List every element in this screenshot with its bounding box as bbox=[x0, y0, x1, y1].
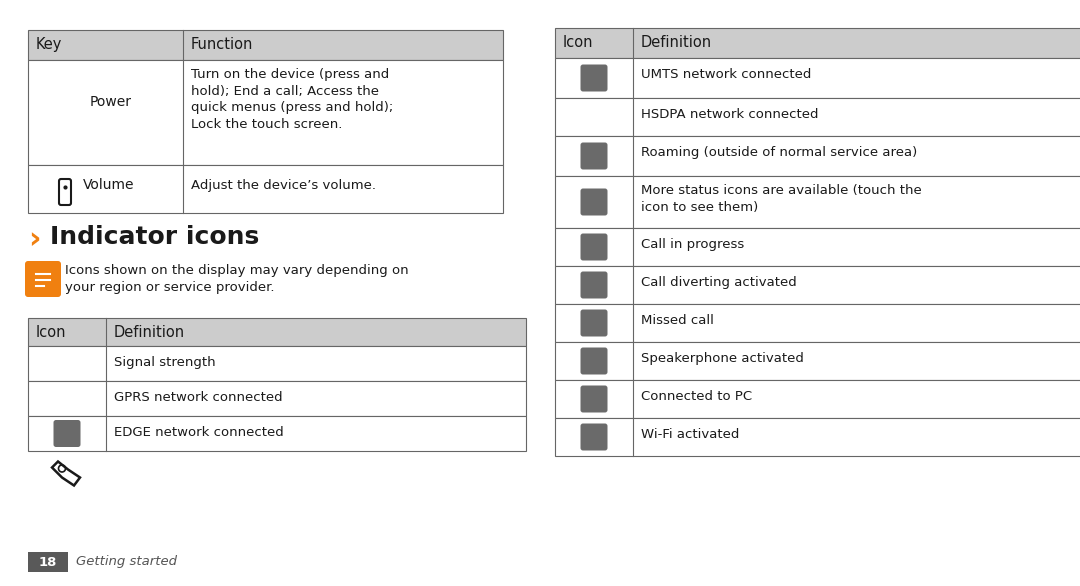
Text: Adjust the device’s volume.: Adjust the device’s volume. bbox=[191, 179, 376, 192]
Text: EDGE network connected: EDGE network connected bbox=[114, 426, 284, 439]
Text: Signal strength: Signal strength bbox=[114, 356, 216, 369]
Bar bbox=[28, 381, 526, 416]
Text: Roaming (outside of normal service area): Roaming (outside of normal service area) bbox=[642, 146, 917, 159]
Text: UMTS network connected: UMTS network connected bbox=[642, 68, 811, 81]
Text: GPRS network connected: GPRS network connected bbox=[114, 391, 283, 404]
Bar bbox=[555, 266, 1080, 304]
Text: Icon: Icon bbox=[36, 325, 67, 340]
Text: Definition: Definition bbox=[114, 325, 185, 340]
Bar bbox=[555, 136, 1080, 176]
Bar bbox=[555, 228, 1080, 266]
Text: Function: Function bbox=[191, 37, 254, 52]
FancyBboxPatch shape bbox=[581, 347, 607, 374]
FancyBboxPatch shape bbox=[581, 189, 607, 216]
Text: Icons shown on the display may vary depending on
your region or service provider: Icons shown on the display may vary depe… bbox=[65, 264, 408, 294]
Text: Volume: Volume bbox=[83, 178, 135, 192]
FancyBboxPatch shape bbox=[581, 386, 607, 413]
FancyBboxPatch shape bbox=[54, 420, 81, 447]
Text: Indicator icons: Indicator icons bbox=[50, 225, 259, 249]
Text: Call in progress: Call in progress bbox=[642, 238, 744, 251]
FancyBboxPatch shape bbox=[25, 261, 60, 297]
Bar bbox=[555, 418, 1080, 456]
Bar bbox=[28, 346, 526, 381]
Text: Missed call: Missed call bbox=[642, 314, 714, 327]
Bar bbox=[28, 60, 503, 165]
Text: Turn on the device (press and
hold); End a call; Access the
quick menus (press a: Turn on the device (press and hold); End… bbox=[191, 68, 393, 131]
Text: ›: › bbox=[28, 225, 41, 254]
Bar bbox=[28, 318, 526, 346]
Bar bbox=[555, 176, 1080, 228]
Text: 18: 18 bbox=[39, 556, 57, 568]
Bar bbox=[28, 30, 503, 60]
FancyBboxPatch shape bbox=[581, 142, 607, 169]
Bar bbox=[555, 342, 1080, 380]
Bar bbox=[555, 28, 1080, 58]
Text: HSDPA network connected: HSDPA network connected bbox=[642, 108, 819, 121]
Bar bbox=[28, 165, 503, 213]
Text: Key: Key bbox=[36, 37, 63, 52]
Text: Wi-Fi activated: Wi-Fi activated bbox=[642, 428, 740, 441]
FancyBboxPatch shape bbox=[581, 233, 607, 261]
FancyBboxPatch shape bbox=[581, 271, 607, 298]
Text: Getting started: Getting started bbox=[76, 556, 177, 568]
Bar bbox=[28, 552, 68, 572]
FancyBboxPatch shape bbox=[581, 64, 607, 91]
FancyBboxPatch shape bbox=[581, 309, 607, 336]
Text: Call diverting activated: Call diverting activated bbox=[642, 276, 797, 289]
Text: Speakerphone activated: Speakerphone activated bbox=[642, 352, 804, 365]
Bar bbox=[555, 98, 1080, 136]
Text: Connected to PC: Connected to PC bbox=[642, 390, 752, 403]
Bar bbox=[555, 380, 1080, 418]
Bar bbox=[555, 304, 1080, 342]
Text: More status icons are available (touch the
icon to see them): More status icons are available (touch t… bbox=[642, 184, 921, 213]
Bar bbox=[28, 416, 526, 451]
FancyBboxPatch shape bbox=[581, 424, 607, 451]
Bar bbox=[555, 58, 1080, 98]
Text: Definition: Definition bbox=[642, 35, 712, 50]
Text: Icon: Icon bbox=[563, 35, 594, 50]
Text: Power: Power bbox=[90, 95, 132, 109]
